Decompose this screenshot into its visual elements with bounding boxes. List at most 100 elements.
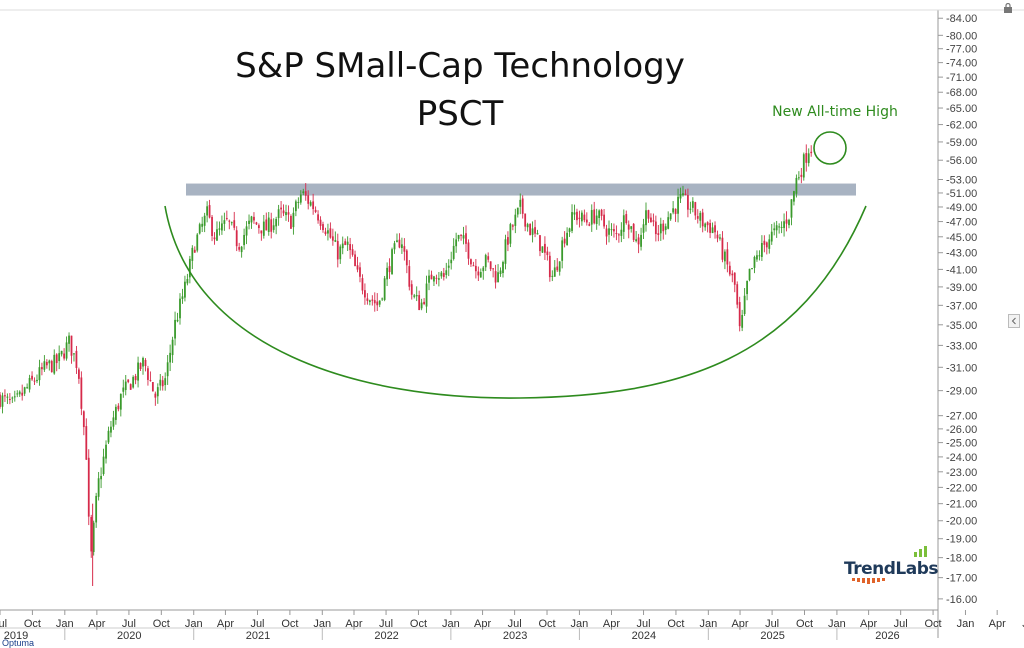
x-month-label: Oct — [538, 618, 555, 630]
collapse-panel-icon[interactable] — [1008, 314, 1020, 328]
price-candle — [117, 403, 120, 412]
price-candle — [790, 199, 793, 226]
price-candle — [304, 183, 307, 201]
price-candle — [171, 336, 174, 363]
x-month-label: Jan — [571, 618, 589, 630]
price-candle — [13, 390, 16, 402]
price-candle — [420, 298, 423, 311]
price-candle — [97, 471, 100, 501]
price-candle — [267, 212, 270, 236]
price-candle — [359, 262, 361, 283]
price-candle — [82, 410, 85, 436]
price-candle — [706, 221, 709, 233]
x-year-label: 2021 — [246, 630, 270, 642]
price-candle — [652, 213, 655, 227]
price-candle — [201, 216, 204, 232]
price-candle — [551, 270, 554, 282]
price-candle — [556, 258, 559, 272]
x-month-label: Oct — [925, 618, 942, 630]
price-candle — [568, 227, 571, 237]
price-candle — [349, 237, 352, 259]
price-candle — [617, 233, 620, 243]
x-month-label: Oct — [667, 618, 684, 630]
x-month-label: Jul — [765, 618, 779, 630]
y-tick-label: -84.00 — [946, 13, 977, 25]
price-candle — [620, 222, 623, 243]
price-candle — [585, 212, 588, 226]
price-candle — [783, 213, 785, 237]
trendlabs-logo: TrendLabs — [842, 545, 942, 585]
price-candle — [578, 210, 581, 228]
price-candle — [780, 221, 783, 234]
price-candle — [151, 381, 154, 392]
price-candle — [336, 233, 339, 268]
price-candle — [213, 232, 216, 245]
price-candle — [65, 336, 68, 361]
price-candle — [92, 520, 95, 556]
price-candle — [511, 223, 514, 231]
price-candle — [188, 255, 191, 284]
price-candle — [682, 185, 684, 197]
x-year-label: 2020 — [117, 630, 141, 642]
price-candle — [447, 259, 450, 277]
price-candle — [329, 222, 332, 239]
price-candle — [166, 355, 169, 385]
price-candle — [1, 392, 4, 414]
price-candle — [378, 300, 381, 308]
x-year-label: 2025 — [760, 630, 784, 642]
price-candle — [386, 262, 389, 287]
price-candle — [773, 222, 776, 236]
price-candle — [312, 193, 315, 215]
price-candle — [102, 448, 105, 476]
y-tick-label: -74.00 — [946, 58, 977, 70]
price-candle — [627, 220, 630, 239]
y-tick-label: -19.00 — [946, 534, 977, 546]
price-candle — [647, 209, 650, 223]
price-candle — [460, 234, 462, 241]
price-candle — [539, 234, 541, 257]
price-candle — [161, 375, 164, 391]
price-candle — [613, 223, 615, 238]
price-candle — [26, 383, 29, 389]
price-candle — [408, 260, 411, 291]
y-tick-label: -41.00 — [946, 264, 977, 276]
price-candle — [137, 356, 139, 388]
price-candle — [785, 211, 788, 232]
price-candle — [68, 332, 70, 352]
price-candle — [122, 379, 125, 398]
lock-icon[interactable] — [1003, 3, 1013, 13]
price-candle — [324, 227, 327, 236]
price-candle — [366, 293, 369, 305]
x-month-label: Jan — [313, 618, 331, 630]
price-candle — [758, 250, 761, 261]
price-candle — [169, 344, 172, 372]
price-candle — [499, 267, 502, 277]
price-candle — [726, 242, 729, 273]
x-month-label: Jan — [828, 618, 846, 630]
x-month-label: Jan — [56, 618, 74, 630]
y-tick-label: -77.00 — [946, 44, 977, 56]
price-candle — [553, 260, 556, 277]
price-candle — [16, 390, 19, 398]
price-candle — [437, 272, 440, 287]
price-candle — [87, 449, 90, 526]
price-candle — [405, 249, 408, 274]
price-candle — [807, 148, 810, 167]
price-candle — [144, 358, 147, 372]
y-tick-label: -16.00 — [946, 594, 977, 606]
price-candle — [423, 298, 425, 306]
price-candle — [371, 295, 374, 306]
price-candle — [58, 345, 61, 370]
price-candle — [6, 393, 9, 404]
price-candle — [802, 152, 805, 181]
price-candle — [50, 359, 53, 373]
price-candle — [573, 204, 576, 221]
price-candle — [208, 199, 211, 219]
y-tick-label: -68.00 — [946, 87, 977, 99]
logo-text: TrendLabs — [844, 559, 939, 579]
all-time-high-circle — [813, 131, 847, 165]
x-month-label: Jan — [699, 618, 717, 630]
price-candle — [721, 231, 724, 263]
price-candle — [21, 384, 24, 401]
price-candle — [445, 262, 448, 279]
